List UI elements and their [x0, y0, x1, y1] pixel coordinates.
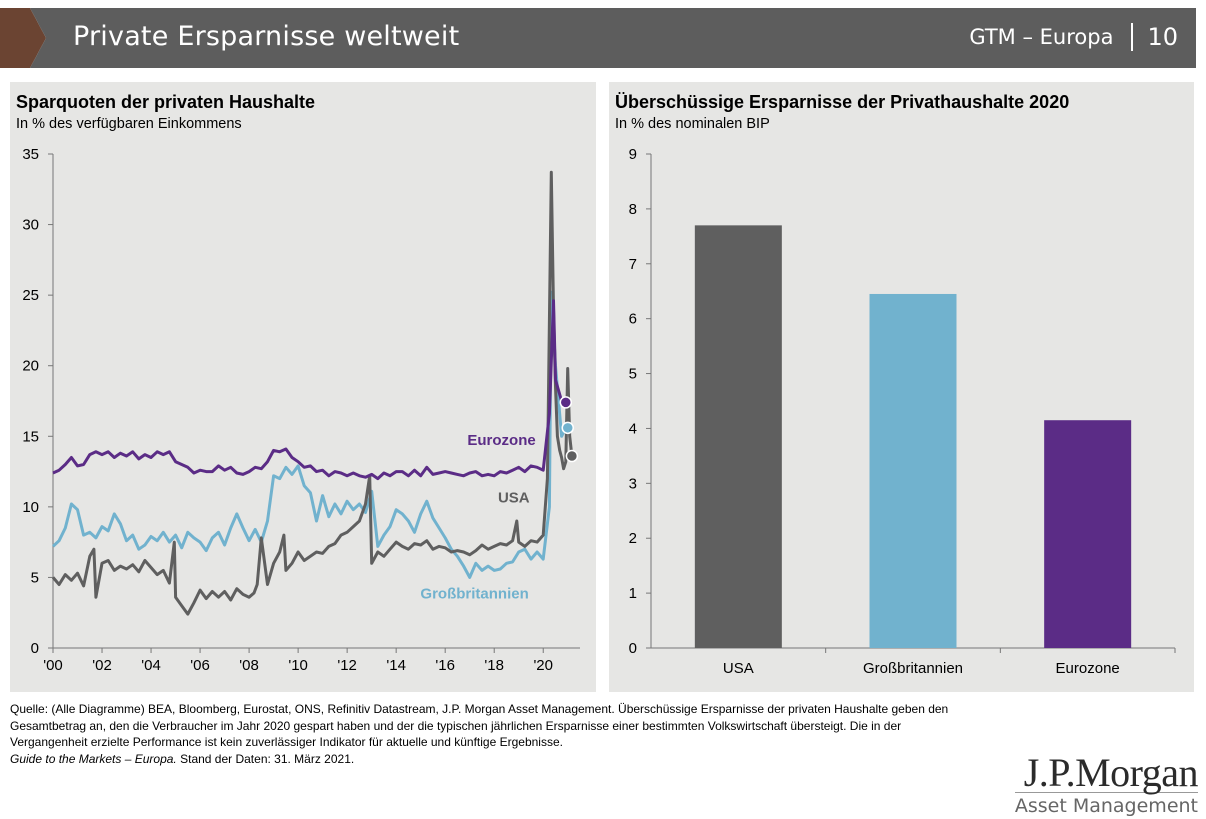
y-tick-label: 5	[31, 569, 39, 586]
y-tick-label: 35	[22, 146, 39, 163]
end-marker-großbritannien	[561, 421, 574, 435]
logo-wordmark: J.P.Morgan	[1023, 750, 1199, 795]
page-number: 10	[1147, 23, 1178, 51]
left-chart-title: Sparquoten der privaten Haushalte	[16, 92, 316, 112]
jpmorgan-logo: J.P.Morgan Asset Management	[1014, 750, 1199, 817]
section-label: GTM – Europa	[969, 25, 1114, 49]
bar-chart: 0 1 2 3 4 5 6 7 8 9 USA Großbritannien Eurozone	[629, 146, 1176, 677]
bar-eurozone	[1044, 420, 1132, 648]
bar-usa	[694, 225, 782, 648]
series-label: USA	[498, 490, 530, 507]
x-tick-label: '14	[386, 657, 406, 674]
series-line-usa	[51, 170, 574, 616]
x-tick-label: '06	[190, 657, 210, 674]
y-tick-label: 6	[629, 311, 637, 328]
y-tick-label: 15	[22, 428, 39, 445]
x-tick-label: '12	[337, 657, 357, 674]
y-tick-label: 2	[629, 530, 637, 547]
header-right: GTM – Europa 10	[969, 23, 1178, 51]
y-tick-label: 3	[629, 475, 637, 492]
chevron-icon	[0, 8, 46, 68]
x-tick-label: Eurozone	[1056, 660, 1120, 677]
y-tick-label: 0	[629, 640, 637, 657]
x-tick-label: '04	[141, 657, 161, 674]
x-tick-label: '18	[484, 657, 504, 674]
y-tick-label: 25	[22, 287, 39, 304]
y-tick-label: 7	[629, 256, 637, 273]
header-divider	[1131, 23, 1134, 51]
bar-großbritannien	[869, 293, 957, 648]
series-label: Großbritannien	[420, 586, 528, 603]
y-tick-label: 1	[629, 585, 637, 602]
series-label: Eurozone	[467, 432, 535, 449]
left-chart-panel: Sparquoten der privaten Haushalte In % d…	[10, 82, 596, 692]
x-tick-label: Großbritannien	[863, 660, 963, 677]
y-tick-label: 30	[22, 217, 39, 234]
data-date: Stand der Daten: 31. März 2021.	[176, 751, 355, 766]
x-tick-label: USA	[723, 660, 754, 677]
y-tick-label: 8	[629, 201, 637, 218]
header-bar: Private Ersparnisse weltweit GTM – Europ…	[0, 8, 1196, 68]
x-tick-label: '16	[435, 657, 455, 674]
source-note: Quelle: (Alle Diagramme) BEA, Bloomberg,…	[10, 701, 970, 767]
x-tick-label: '02	[92, 657, 112, 674]
y-tick-label: 5	[629, 366, 637, 383]
series-line-großbritannien	[51, 290, 568, 579]
page-title: Private Ersparnisse weltweit	[73, 21, 460, 52]
x-tick-label: '10	[288, 657, 308, 674]
right-chart-panel: Überschüssige Ersparnisse der Privathaus…	[609, 82, 1194, 692]
y-tick-label: 4	[629, 420, 637, 437]
x-tick-label: '20	[533, 657, 553, 674]
guide-title: Guide to the Markets – Europa.	[10, 751, 177, 766]
y-tick-label: 10	[22, 499, 39, 516]
end-marker-eurozone	[559, 396, 573, 409]
x-tick-label: '00	[43, 657, 63, 674]
x-tick-label: '08	[239, 657, 259, 674]
left-chart-subtitle: In % des verfügbaren Einkommens	[16, 116, 242, 132]
right-chart-subtitle: In % des nominalen BIP	[615, 116, 770, 132]
y-tick-label: 9	[629, 146, 637, 163]
right-chart-title: Überschüssige Ersparnisse der Privathaus…	[615, 92, 1070, 112]
header-background	[30, 8, 1196, 68]
logo-subline: Asset Management	[1014, 792, 1198, 817]
y-tick-label: 20	[22, 358, 39, 375]
series-line-eurozone	[52, 299, 567, 481]
end-marker-usa	[565, 449, 579, 463]
source-text: Quelle: (Alle Diagramme) BEA, Bloomberg,…	[10, 702, 949, 749]
line-chart: 0 5 10 15 20 25 30 35 '00 '02 '04 '06 '08 '10 '12 '14 '1…	[22, 146, 580, 674]
chevron-shape	[0, 8, 46, 68]
y-tick-label: 0	[31, 640, 39, 657]
